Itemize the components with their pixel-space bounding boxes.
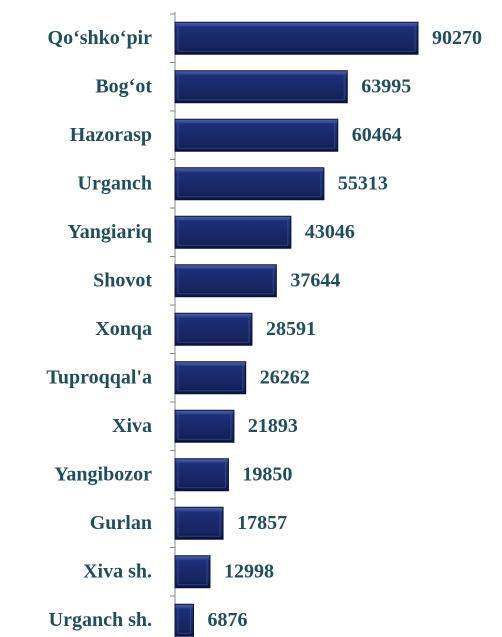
bar	[174, 458, 229, 492]
bar-bevel	[177, 267, 274, 295]
bar-bevel	[177, 412, 232, 440]
value-label: 37644	[290, 269, 340, 291]
bar-bevel	[177, 558, 208, 586]
category-label: Gurlan	[90, 512, 152, 534]
bar	[174, 555, 211, 589]
bar-bevel	[177, 364, 244, 392]
value-label: 55313	[338, 172, 388, 194]
bar	[174, 264, 277, 298]
category-label: Xiva sh.	[83, 560, 152, 582]
value-label: 60464	[352, 124, 402, 146]
value-label: 12998	[224, 560, 274, 582]
value-label: 90270	[432, 27, 482, 49]
bar-bevel	[177, 170, 322, 198]
bar	[174, 167, 325, 201]
category-label: Hazorasp	[70, 124, 152, 146]
category-label: Urganch sh.	[49, 609, 152, 631]
bar	[174, 21, 419, 55]
value-label: 26262	[260, 366, 310, 388]
bar-bevel	[177, 121, 336, 149]
value-label: 17857	[237, 512, 287, 534]
value-label: 21893	[248, 415, 298, 437]
value-label: 63995	[361, 75, 411, 97]
category-label: Tuproqqal'a	[46, 366, 152, 388]
value-label: 6876	[208, 609, 248, 631]
category-label: Qo‘shko‘pir	[48, 27, 153, 49]
bar	[174, 118, 339, 152]
bar	[174, 506, 224, 540]
bar	[174, 215, 292, 249]
bar-bevel	[177, 461, 226, 489]
bar	[174, 603, 195, 637]
bar	[174, 70, 348, 104]
category-label: Yangiariq	[68, 221, 152, 243]
category-label: Yangibozor	[54, 463, 152, 485]
bar-bevel	[177, 73, 345, 101]
category-label: Shovot	[93, 269, 152, 291]
category-label: Xiva	[112, 415, 152, 437]
value-label: 19850	[242, 463, 292, 485]
category-label: Urganch	[78, 172, 152, 194]
bar-bevel	[177, 218, 289, 246]
bar-bevel	[177, 315, 250, 343]
value-label: 28591	[266, 318, 316, 340]
bar	[174, 312, 253, 346]
bar-bevel	[177, 509, 221, 537]
bar	[174, 361, 247, 395]
category-label: Bog‘ot	[95, 75, 152, 97]
bar-bevel	[177, 24, 416, 52]
category-label: Xonqa	[95, 318, 152, 340]
value-label: 43046	[305, 221, 355, 243]
bar	[174, 409, 235, 443]
bar-bevel	[177, 606, 192, 634]
